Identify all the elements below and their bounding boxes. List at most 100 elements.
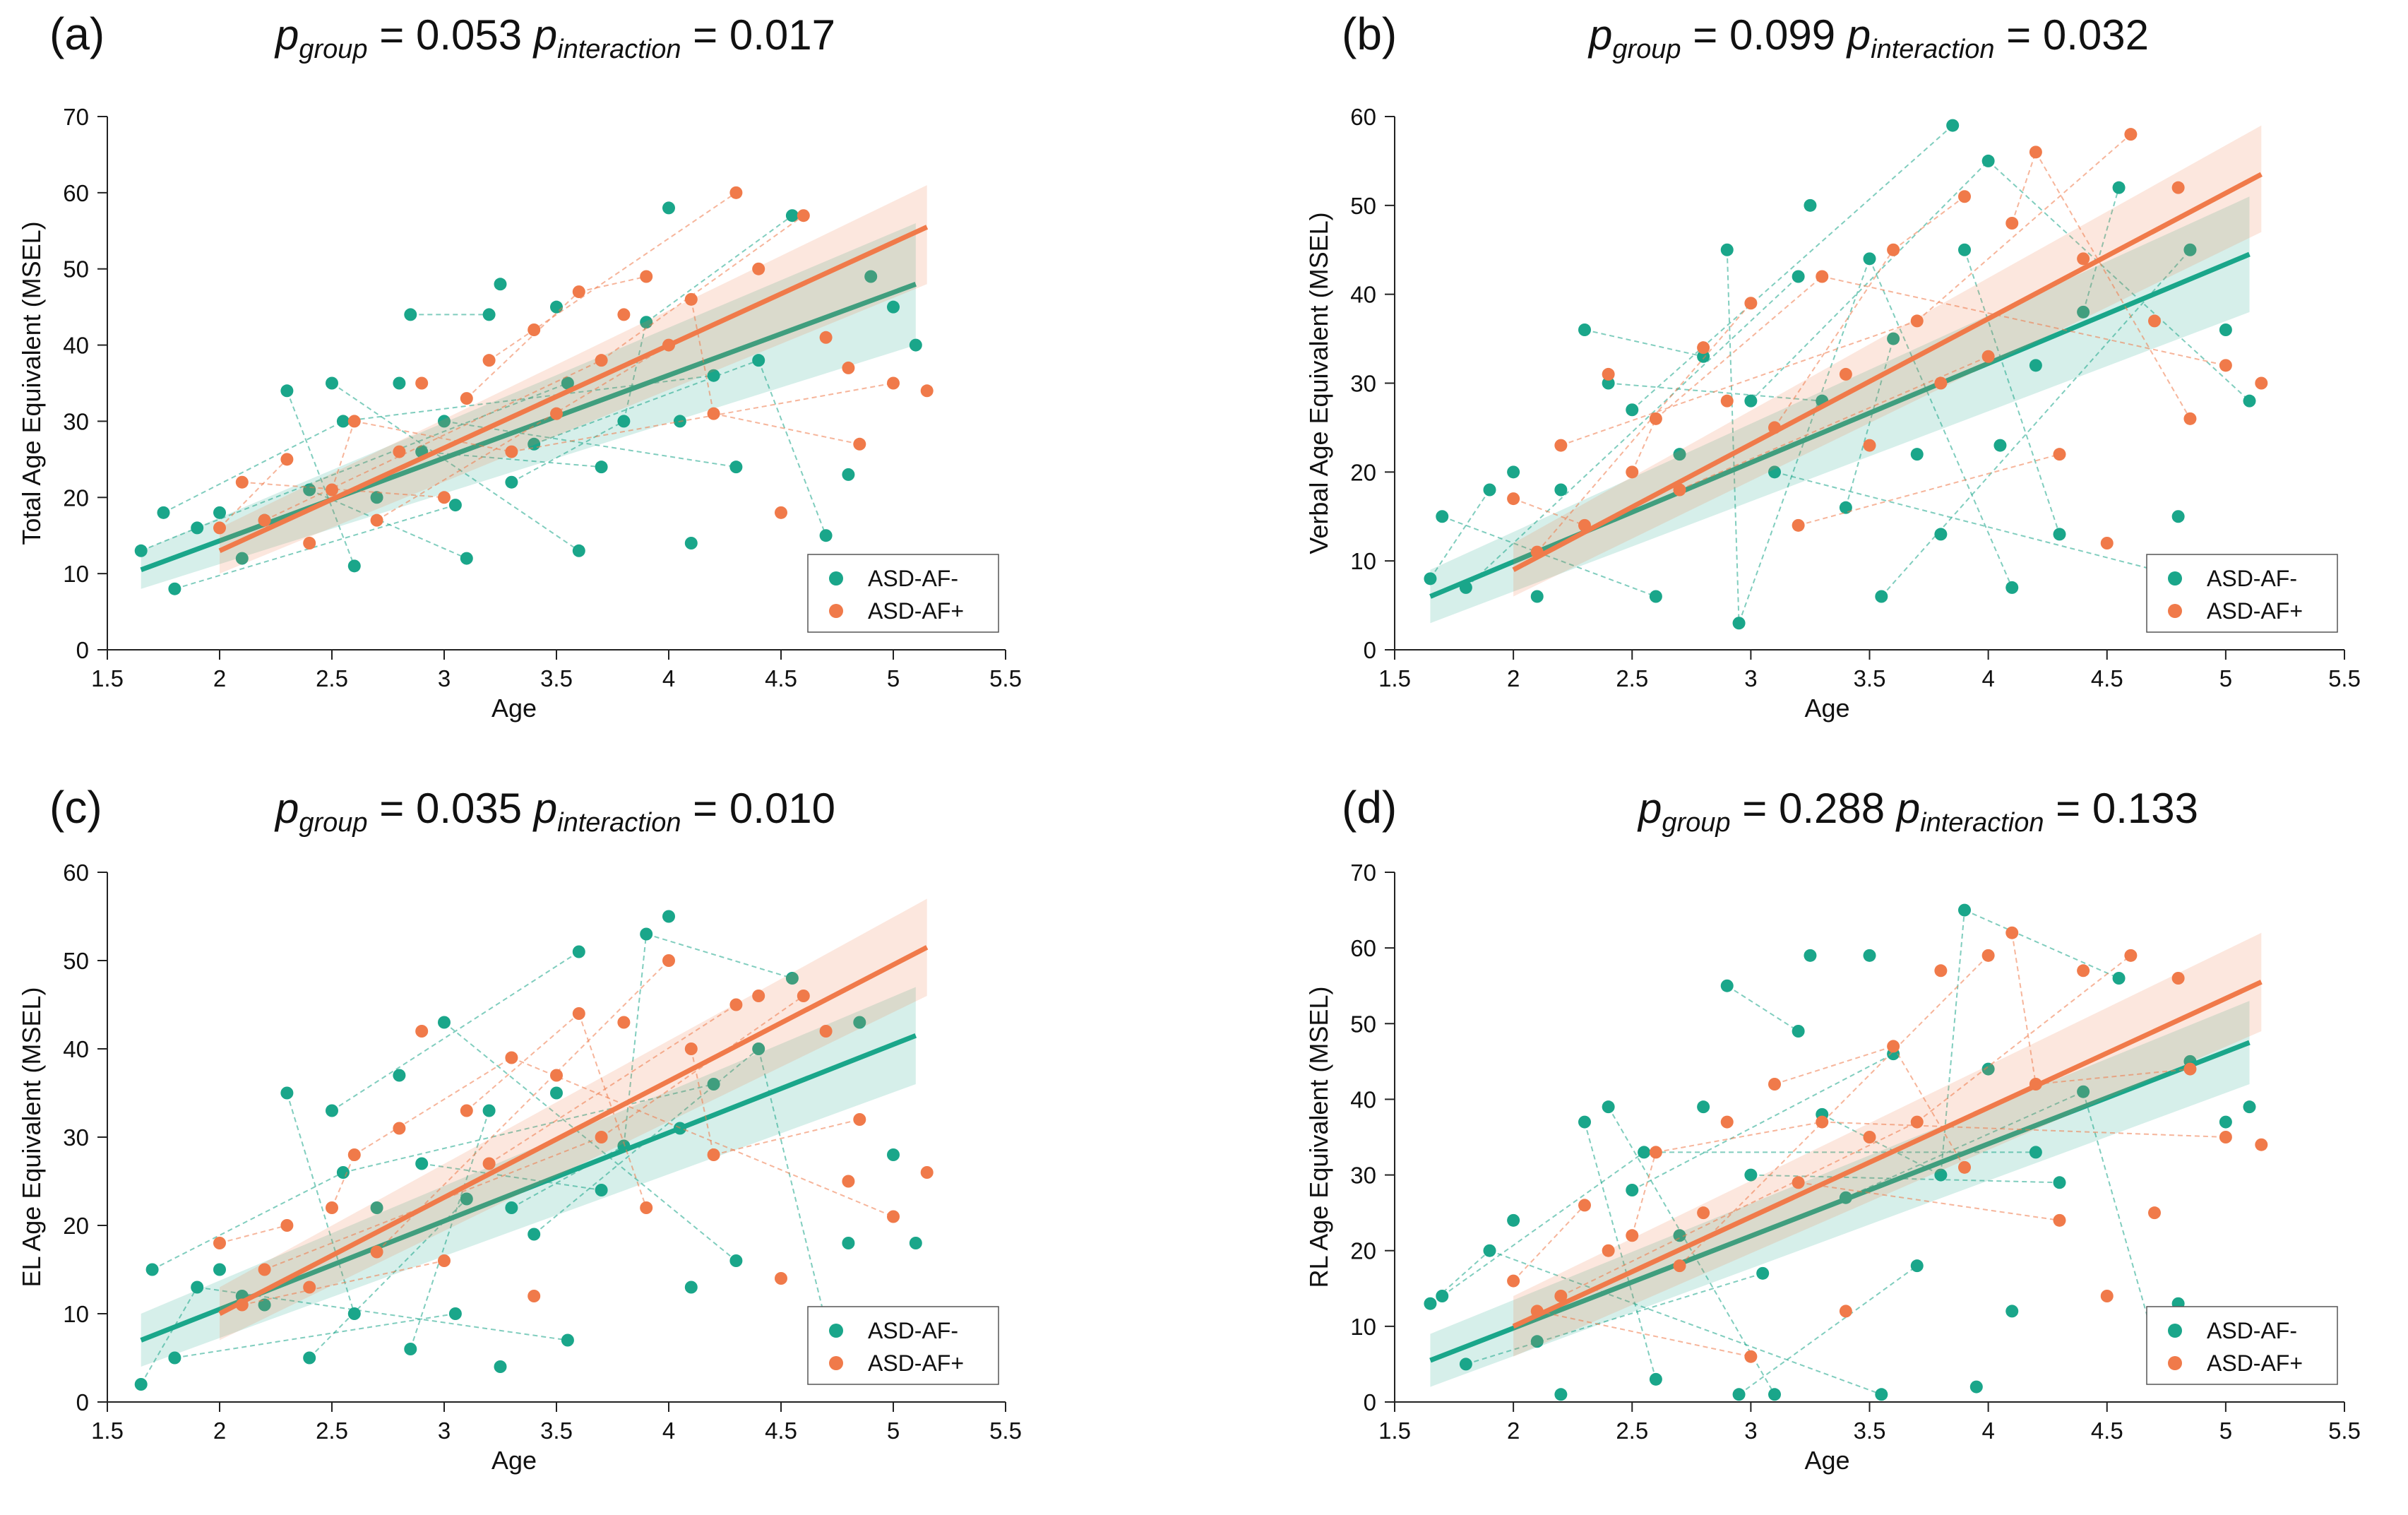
fit-line <box>1429 1040 2251 1363</box>
data-point <box>415 1157 429 1170</box>
data-point <box>303 1281 316 1294</box>
trajectory-line <box>511 420 624 483</box>
trajectory-line <box>1893 1045 1965 1168</box>
legend-marker <box>829 604 843 618</box>
trajectory-line <box>2082 1091 2155 1342</box>
trajectory-line <box>1631 1152 1657 1236</box>
data-point <box>1720 979 1734 992</box>
trajectory-line <box>466 291 580 399</box>
data-point <box>1602 367 1615 381</box>
trajectory-line <box>1917 955 2131 1123</box>
data-point <box>1744 1350 1758 1363</box>
data-point <box>2112 972 2126 985</box>
trajectory-line <box>601 995 804 1138</box>
data-point <box>1934 1168 1948 1182</box>
data-point <box>752 354 765 367</box>
data-point <box>370 513 383 527</box>
trajectory-line <box>2011 932 2037 1085</box>
x-axis-title: Age <box>1804 1446 1849 1475</box>
trajectory-line <box>1537 1310 1751 1357</box>
data-point <box>1530 1335 1544 1348</box>
data-point <box>1863 1131 1876 1143</box>
data-point <box>2053 1213 2066 1227</box>
trajectory-line <box>1822 275 2227 367</box>
confidence-band <box>1430 196 2250 624</box>
trajectory-line <box>1774 249 1894 428</box>
data-point <box>528 1228 541 1241</box>
data-point <box>1910 448 1924 461</box>
data-point <box>168 582 181 595</box>
data-point <box>303 1351 316 1365</box>
trajectory-line <box>1429 489 1491 579</box>
trajectory-line <box>1917 133 2132 322</box>
legend-marker <box>829 571 843 586</box>
x-tick-label: 3.5 <box>1854 1418 1886 1444</box>
data-point <box>258 1263 271 1276</box>
fit-line <box>1512 172 2263 572</box>
data-point <box>134 544 148 557</box>
x-tick-label: 1.5 <box>1378 1418 1411 1444</box>
data-point <box>2183 412 2197 425</box>
trajectory-line <box>1561 320 1918 446</box>
trajectory-line <box>533 360 759 445</box>
data-point <box>2077 964 2090 978</box>
legend-marker <box>829 1324 843 1338</box>
data-point <box>1602 1244 1615 1257</box>
data-point <box>2005 926 2019 939</box>
data-point <box>1981 350 1995 363</box>
data-point <box>842 1237 855 1249</box>
data-point <box>1875 1388 1888 1401</box>
trajectory-line <box>1798 1182 2060 1221</box>
y-axis-title: RL Age Equivalent (MSEL) <box>1304 987 1333 1288</box>
data-point <box>505 445 518 458</box>
data-point <box>505 1051 518 1064</box>
data-point <box>842 1175 855 1188</box>
data-point <box>482 354 496 367</box>
y-tick-label: 10 <box>1350 548 1376 574</box>
x-tick-label: 4.5 <box>2091 1418 2123 1444</box>
y-tick-label: 50 <box>63 256 89 283</box>
series-asd-af-pos <box>213 898 934 1341</box>
y-axis-title: EL Age Equivalent (MSEL) <box>17 987 46 1288</box>
trajectory-line <box>1607 1106 1775 1395</box>
x-tick-label: 2.5 <box>316 665 348 691</box>
data-point <box>640 270 653 283</box>
data-point <box>2219 323 2232 336</box>
y-tick-label: 60 <box>63 180 89 206</box>
data-point <box>842 468 855 481</box>
data-point <box>213 506 226 519</box>
data-point <box>482 308 496 321</box>
trajectory-line <box>331 951 580 1112</box>
data-point <box>1839 501 1852 514</box>
data-point <box>550 1069 563 1082</box>
p-interaction-value: = 0.017 <box>681 11 835 59</box>
data-point <box>2053 448 2066 461</box>
x-tick-label: 5 <box>887 1418 900 1444</box>
trajectory-line <box>1727 985 1799 1032</box>
data-point <box>887 376 900 390</box>
data-point <box>1768 1388 1781 1401</box>
legend-label: ASD-AF+ <box>2207 1350 2303 1376</box>
data-point <box>1958 190 1971 203</box>
x-tick-label: 4.5 <box>765 1418 797 1444</box>
confidence-band <box>141 987 916 1367</box>
data-point <box>617 308 631 321</box>
x-tick-label: 3 <box>438 665 451 691</box>
data-point <box>2029 359 2042 372</box>
y-tick-label: 30 <box>1350 1163 1376 1189</box>
x-axis-title: Age <box>1804 694 1849 723</box>
data-point <box>572 285 585 299</box>
trajectory-line <box>1774 1045 1894 1085</box>
data-point <box>2219 1131 2232 1143</box>
trajectory-line <box>1513 498 1585 526</box>
panel-tag: (c) <box>49 782 102 833</box>
data-point <box>213 1237 226 1249</box>
data-point <box>1934 964 1948 978</box>
legend-box <box>807 1306 999 1385</box>
y-tick-label: 20 <box>63 485 89 511</box>
x-tick-label: 3.5 <box>1854 665 1886 691</box>
data-point <box>528 323 541 336</box>
confidence-band <box>1513 932 2262 1357</box>
trajectory-line <box>713 412 860 445</box>
